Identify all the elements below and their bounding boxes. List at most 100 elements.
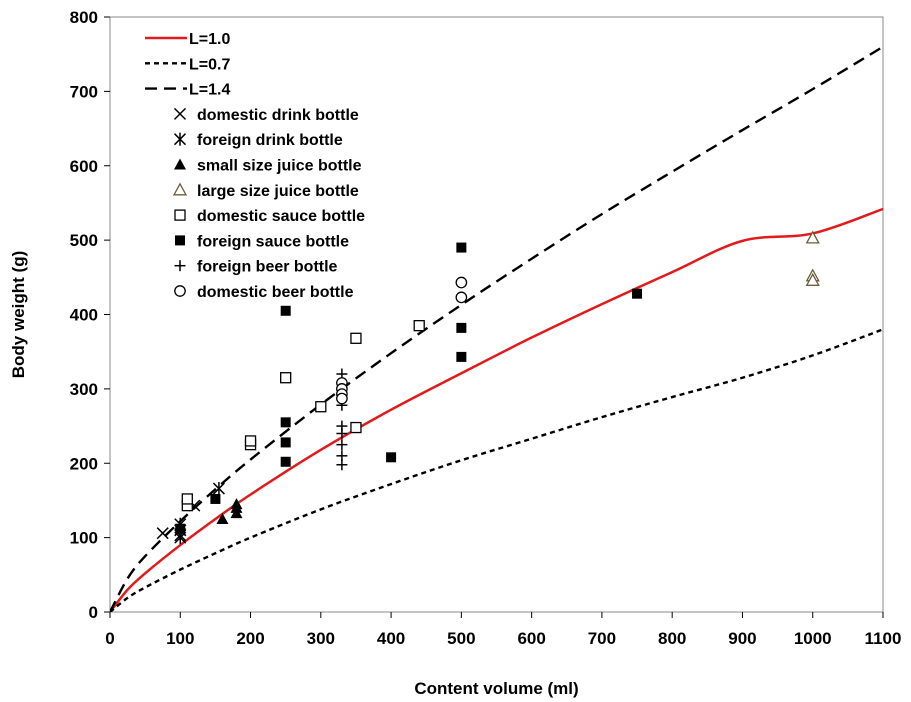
x-tick-label: 500 bbox=[447, 629, 475, 648]
legend-marker bbox=[173, 107, 187, 120]
point-small-size-juice-bottle bbox=[230, 498, 243, 510]
point-large-size-juice-bottle bbox=[805, 230, 820, 244]
point-foreign-beer-bottle bbox=[336, 439, 348, 451]
legend-label: L=1.4 bbox=[189, 82, 230, 99]
marker-shape bbox=[413, 320, 425, 332]
marker-shape bbox=[175, 523, 186, 534]
y-tick-label: 600 bbox=[70, 157, 98, 176]
point-foreign-drink-bottle bbox=[212, 482, 225, 496]
marker-shape bbox=[456, 351, 467, 362]
point-foreign-sauce-bottle bbox=[632, 288, 643, 299]
point-foreign-sauce-bottle bbox=[456, 351, 467, 362]
marker-shape bbox=[174, 209, 186, 221]
point-domestic-sauce-bottle bbox=[350, 421, 362, 434]
point-foreign-sauce-bottle bbox=[456, 242, 467, 253]
marker-shape bbox=[175, 235, 185, 246]
point-foreign-sauce-bottle bbox=[175, 523, 186, 534]
point-domestic-sauce-bottle bbox=[181, 493, 193, 505]
marker-shape bbox=[280, 437, 291, 448]
y-tick-label: 0 bbox=[89, 603, 98, 622]
marker-shape bbox=[350, 421, 362, 434]
legend-label: domestic drink bottle bbox=[197, 107, 359, 124]
legend-label: foreign sauce bottle bbox=[197, 233, 349, 250]
point-foreign-sauce-bottle bbox=[210, 493, 221, 504]
marker-shape bbox=[172, 182, 188, 196]
curve-l-1-0 bbox=[110, 207, 883, 612]
marker-shape bbox=[456, 322, 467, 333]
legend-marker bbox=[173, 132, 187, 146]
x-tick-label: 900 bbox=[728, 629, 756, 648]
x-tick-label: 800 bbox=[658, 629, 686, 648]
point-large-size-juice-bottle bbox=[805, 272, 820, 286]
y-tick-label: 800 bbox=[70, 8, 98, 27]
legend-label: L=1.0 bbox=[189, 31, 230, 48]
point-small-size-juice-bottle bbox=[216, 513, 229, 525]
y-tick-label: 400 bbox=[70, 306, 98, 325]
marker-shape bbox=[455, 291, 468, 304]
x-tick-label: 1000 bbox=[794, 629, 832, 648]
marker-shape bbox=[280, 372, 292, 384]
marker-shape bbox=[174, 158, 186, 170]
marker-shape bbox=[280, 417, 291, 428]
x-tick-label: 1100 bbox=[865, 629, 902, 648]
point-domestic-beer-bottle bbox=[455, 276, 468, 289]
marker-shape bbox=[181, 493, 193, 505]
x-tick-label: 100 bbox=[166, 629, 194, 648]
legend: L=1.0 L=0.7 L=1.4 domestic drink bottle fore… bbox=[145, 31, 365, 301]
marker-shape bbox=[174, 285, 186, 297]
point-foreign-sauce-bottle bbox=[456, 322, 467, 333]
marker-shape bbox=[805, 272, 820, 286]
point-foreign-beer-bottle bbox=[336, 459, 348, 471]
marker-shape bbox=[632, 288, 643, 299]
marker-shape bbox=[280, 305, 291, 316]
point-foreign-sauce-bottle bbox=[280, 305, 291, 316]
legend-label: small size juice bottle bbox=[197, 158, 362, 175]
x-tick-label: 400 bbox=[377, 629, 405, 648]
x-tick-label: 0 bbox=[105, 629, 114, 648]
point-domestic-beer-bottle bbox=[455, 291, 468, 304]
x-tick-label: 300 bbox=[307, 629, 335, 648]
point-foreign-sauce-bottle bbox=[280, 417, 291, 428]
marker-stroke bbox=[156, 527, 169, 540]
marker-stroke bbox=[173, 107, 187, 120]
point-domestic-beer-bottle bbox=[336, 392, 348, 405]
point-domestic-sauce-bottle bbox=[244, 435, 257, 447]
marker-shape bbox=[805, 230, 820, 244]
marker-shape bbox=[230, 498, 243, 510]
x-tick-label: 700 bbox=[588, 629, 616, 648]
x-tick-label: 600 bbox=[517, 629, 545, 648]
y-tick-label: 700 bbox=[70, 82, 98, 101]
legend-marker bbox=[175, 235, 185, 246]
legend-label: large size juice bottle bbox=[197, 183, 359, 200]
marker-shape bbox=[210, 493, 221, 504]
legend-marker bbox=[174, 285, 186, 297]
marker-shape bbox=[216, 513, 229, 525]
legend-label: foreign beer bottle bbox=[197, 259, 338, 276]
x-axis-title: Content volume (ml) bbox=[414, 679, 578, 698]
point-domestic-sauce-bottle bbox=[413, 320, 425, 332]
legend-label: domestic sauce bottle bbox=[197, 208, 365, 225]
point-domestic-sauce-bottle bbox=[350, 332, 362, 344]
legend-marker bbox=[174, 209, 186, 221]
curve-l-0-7 bbox=[110, 328, 883, 612]
point-foreign-sauce-bottle bbox=[280, 456, 291, 467]
legend-label: L=0.7 bbox=[189, 56, 230, 73]
curve-l-1-4 bbox=[110, 45, 883, 612]
legend-label: domestic beer bottle bbox=[197, 284, 354, 301]
marker-shape bbox=[386, 452, 397, 463]
legend-marker bbox=[172, 182, 188, 196]
legend-marker bbox=[174, 260, 186, 272]
y-axis-title: Body weight (g) bbox=[9, 251, 28, 378]
point-domestic-sauce-bottle bbox=[280, 372, 292, 384]
point-domestic-drink-bottle bbox=[156, 527, 169, 540]
point-foreign-sauce-bottle bbox=[386, 452, 397, 463]
marker-shape bbox=[280, 456, 291, 467]
marker-shape bbox=[244, 435, 257, 447]
y-tick-label: 300 bbox=[70, 380, 98, 399]
x-tick-label: 200 bbox=[236, 629, 264, 648]
legend-marker bbox=[174, 158, 186, 170]
point-foreign-sauce-bottle bbox=[280, 437, 291, 448]
y-tick-label: 500 bbox=[70, 231, 98, 250]
